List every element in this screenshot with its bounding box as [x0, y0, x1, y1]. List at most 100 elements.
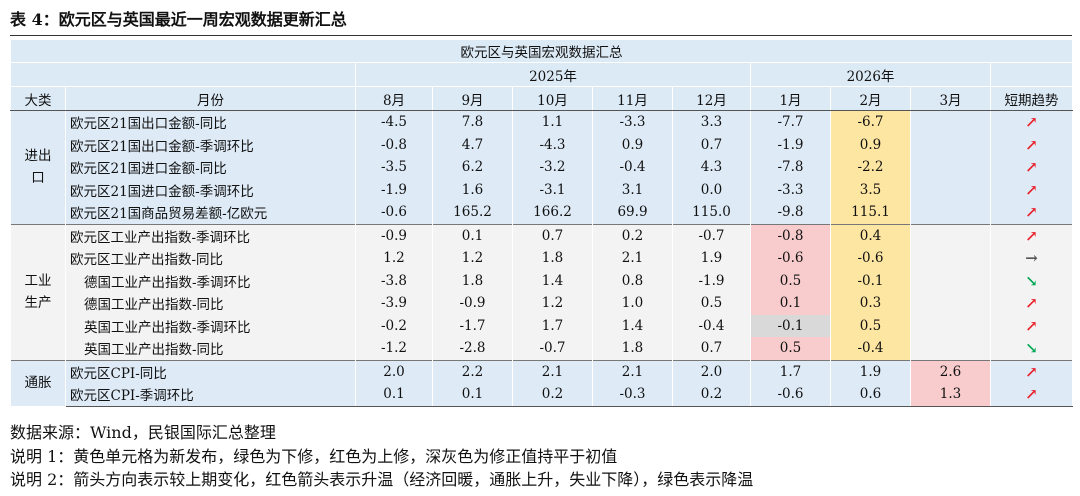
- trend-cell: ↘: [989, 337, 1074, 360]
- value-cell: 2.1: [512, 359, 593, 383]
- value-cell: -1.2: [355, 337, 433, 360]
- value-cell: 1.7: [750, 359, 831, 383]
- table-row: 欧元区21国商品贸易差额-亿欧元 -0.6 165.2 166.2 69.9 115.0-…: [11, 201, 1074, 224]
- value-cell: 6.2: [432, 156, 513, 179]
- value-cell: 1.9: [672, 247, 751, 270]
- value-cell: 1.8: [432, 269, 513, 292]
- value-cell: 0.9: [592, 133, 673, 156]
- value-cell: -0.1: [750, 314, 831, 337]
- value-cell: -0.7: [512, 337, 593, 360]
- table-row: 德国工业产出指数-季调环比 -3.8 1.8 1.4 0.8 -1.9 0.5 -0.1 ↘: [11, 269, 1074, 292]
- value-cell: 0.1: [432, 383, 513, 407]
- value-cell: 1.0: [592, 292, 673, 315]
- value-cell: 1.8: [512, 247, 593, 270]
- table-row: 英国工业产出指数-同比 -1.2 -2.8 -0.7 1.8 0.7 0.5 -0.4 ↘: [11, 337, 1074, 360]
- value-cell: 0.8: [592, 269, 673, 292]
- value-cell: 1.9: [830, 359, 911, 383]
- value-cell: [910, 247, 991, 270]
- value-cell: 7.8: [432, 110, 513, 134]
- column-header: 大类: [10, 86, 66, 111]
- table-row: 英国工业产出指数-季调环比 -0.2 -1.7 1.7 1.4 -0.4 -0.1 0.5 ↗: [11, 314, 1074, 337]
- value-cell: 1.2: [512, 292, 593, 315]
- value-cell: -0.8: [750, 223, 831, 247]
- value-cell: [910, 110, 991, 134]
- value-cell: -3.3: [592, 110, 673, 134]
- value-cell: 3.5: [830, 178, 911, 201]
- row-label: 英国工业产出指数-季调环比: [65, 314, 356, 337]
- group-name: 通胀: [24, 375, 52, 392]
- group-cell: 通胀: [10, 359, 66, 406]
- value-cell: 0.2: [512, 383, 593, 407]
- row-label: 欧元区CPI-同比: [65, 359, 356, 383]
- trend-cell: ↗: [989, 133, 1074, 156]
- trend-cell: ↗: [989, 178, 1074, 201]
- value-cell: 0.5: [750, 269, 831, 292]
- value-cell: [910, 178, 991, 201]
- value-cell: 2.2: [432, 359, 513, 383]
- value-cell: -0.3: [592, 383, 673, 407]
- value-cell: 0.1: [750, 292, 831, 315]
- value-cell: -0.9: [432, 292, 513, 315]
- column-header: 2月: [830, 86, 911, 111]
- value-cell: 0.0: [672, 178, 751, 201]
- value-cell: -0.8: [355, 133, 433, 156]
- value-cell: 1.2: [432, 247, 513, 270]
- value-cell: -7.8: [750, 156, 831, 179]
- value-cell: 0.1: [355, 383, 433, 407]
- value-cell: -3.3: [750, 178, 831, 201]
- row-label: 欧元区CPI-季调环比: [65, 383, 356, 407]
- value-cell: 0.5: [750, 337, 831, 360]
- value-cell: [910, 133, 991, 156]
- row-label: 欧元区21国出口金额-季调环比: [65, 133, 356, 156]
- row-label: 德国工业产出指数-季调环比: [65, 269, 356, 292]
- table-row: 欧元区工业产出指数-同比 1.2 1.2 1.8 2.1 1.9 -0.6 -0.6 →: [11, 247, 1074, 270]
- value-cell: -4.5: [355, 110, 433, 134]
- value-cell: 2.1: [592, 359, 673, 383]
- value-cell: 115.1: [830, 201, 911, 224]
- trend-cell: ↗: [989, 314, 1074, 337]
- value-cell: 165.2: [432, 201, 513, 224]
- value-cell: 69.9: [592, 201, 673, 224]
- value-cell: 166.2: [512, 201, 593, 224]
- value-cell: [910, 292, 991, 315]
- value-cell: -0.4: [672, 314, 751, 337]
- table-row: 德国工业产出指数-同比 -3.9 -0.9 1.2 1.0 0.5 0.1 0.3 ↗: [11, 292, 1074, 315]
- title-rule: [10, 35, 1072, 36]
- row-label: 欧元区21国进口金额-同比: [65, 156, 356, 179]
- title: 表 4：欧元区与英国最近一周宏观数据更新汇总: [10, 10, 347, 29]
- value-cell: 0.7: [512, 223, 593, 247]
- value-cell: -2.8: [432, 337, 513, 360]
- value-cell: 0.2: [592, 223, 673, 247]
- note-line: 说明 2：箭头方向表示较上期变化，红色箭头表示升温（经济回暖，通胀上升，失业下降…: [10, 470, 754, 489]
- table-row: 欧元区CPI-季调环比 0.1 0.1 0.2 -0.3 0.2 -0.6 0.6 1.3 ↗: [11, 383, 1074, 407]
- value-cell: -0.6: [355, 201, 433, 224]
- trend-cell: ↗: [989, 201, 1074, 224]
- table-row: 欧元区21国进口金额-季调环比 -1.9 1.6 -3.1 3.1 0.0 -3.3 3.5 ↗: [11, 178, 1074, 201]
- value-cell: 0.3: [830, 292, 911, 315]
- value-cell: 1.2: [355, 247, 433, 270]
- table-row: 进出口 欧元区21国出口金额-同比 -4.5 7.8 1.1 -3.3 3.3 -7.7 -6.…: [10, 110, 1074, 224]
- trend-cell: ↗: [989, 223, 1074, 247]
- trend-cell: ↘: [989, 269, 1074, 292]
- value-cell: 2.0: [672, 359, 751, 383]
- value-cell: 0.5: [672, 292, 751, 315]
- trend-cell: ↗: [989, 110, 1074, 134]
- value-cell: -6.7: [830, 110, 911, 134]
- value-cell: 4.7: [432, 133, 513, 156]
- value-cell: -4.3: [512, 133, 593, 156]
- column-header: 短期趋势: [989, 86, 1074, 111]
- value-cell: -0.9: [355, 223, 433, 247]
- value-cell: 4.3: [672, 156, 751, 179]
- trend-cell: ↗: [989, 383, 1074, 407]
- value-cell: 0.5: [830, 314, 911, 337]
- column-header: 9月: [432, 86, 513, 111]
- value-cell: -0.6: [750, 383, 831, 407]
- value-cell: 1.8: [592, 337, 673, 360]
- value-cell: -7.7: [750, 110, 831, 134]
- value-cell: -1.9: [672, 269, 751, 292]
- value-cell: -0.4: [592, 156, 673, 179]
- value-cell: -3.1: [512, 178, 593, 201]
- header-spacer: [989, 62, 1074, 87]
- table-row: 通胀 欧元区CPI-同比 2.0 2.2 2.1 2.1 2.0 1.7 1.9 2.6 ↗: [10, 359, 1074, 406]
- table-row: 欧元区21国出口金额-季调环比 -0.8 4.7 -4.3 0.9 0.7 -1.9 0.9 ↗: [11, 133, 1074, 156]
